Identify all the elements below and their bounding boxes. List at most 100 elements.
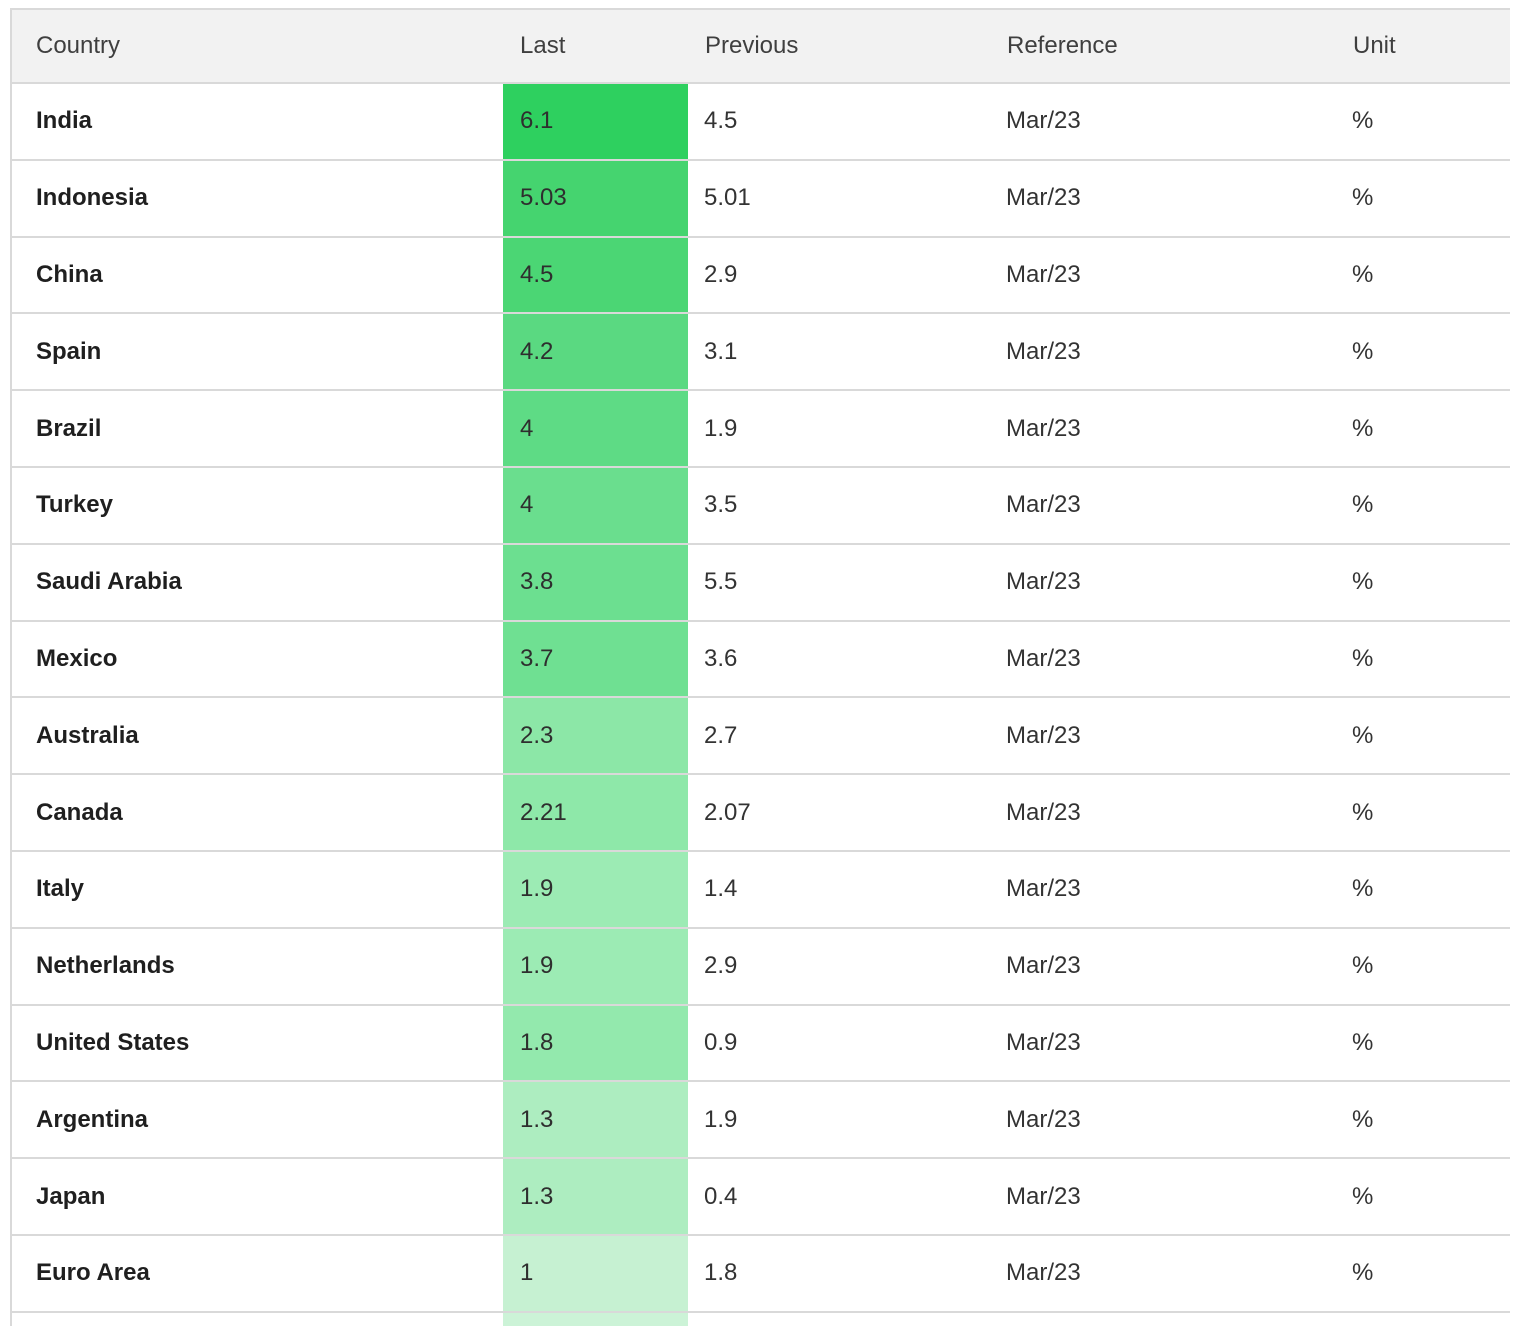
gdp-growth-table: Country Last Previous Reference Unit Ind… [10, 8, 1510, 1326]
table-row[interactable]: Australia 2.3 2.7 Mar/23 % [10, 696, 1510, 775]
previous-value-cell [688, 1310, 990, 1326]
last-value-cell: 1.3 [503, 1157, 688, 1235]
last-value-cell: 2.21 [503, 773, 688, 851]
country-link[interactable]: Spain [36, 337, 102, 365]
reference-cell: Mar/23 [990, 619, 1336, 698]
country-link[interactable]: Mexico [36, 644, 118, 672]
country-link[interactable]: China [36, 260, 103, 288]
unit-cell: % [1336, 849, 1510, 928]
previous-value-cell: 5.01 [688, 158, 990, 237]
country-cell: Canada [10, 773, 503, 851]
previous-value-cell: 0.4 [688, 1157, 990, 1235]
unit-cell: % [1336, 235, 1510, 314]
previous-value-cell: 2.9 [688, 235, 990, 314]
country-link[interactable]: Australia [36, 721, 139, 749]
previous-value-cell: 1.9 [688, 389, 990, 467]
country-link[interactable]: Argentina [36, 1105, 149, 1133]
table-row[interactable]: Italy 1.9 1.4 Mar/23 % [10, 849, 1510, 928]
table-row[interactable]: Argentina 1.3 1.9 Mar/23 % [10, 1080, 1510, 1159]
reference-cell: Mar/23 [990, 926, 1336, 1005]
table-row[interactable]: United States 1.8 0.9 Mar/23 % [10, 1003, 1510, 1082]
country-cell: Australia [10, 696, 503, 775]
last-value-cell: 4.5 [503, 235, 688, 314]
column-header-unit: Unit [1336, 8, 1510, 83]
country-link[interactable]: Turkey [36, 491, 113, 519]
reference-cell: Mar/23 [990, 312, 1336, 391]
country-cell: India [10, 82, 503, 160]
reference-cell: Mar/23 [990, 1080, 1336, 1159]
table-row[interactable]: Canada 2.21 2.07 Mar/23 % [10, 773, 1510, 851]
last-value-cell: 1 [503, 1233, 688, 1312]
country-cell: Euro Area [10, 1233, 503, 1312]
unit-cell: % [1336, 1233, 1510, 1312]
table-row[interactable]: Japan 1.3 0.4 Mar/23 % [10, 1157, 1510, 1235]
country-cell: Japan [10, 1157, 503, 1235]
last-value-cell: 1.8 [503, 1003, 688, 1082]
previous-value-cell: 0.9 [688, 1003, 990, 1082]
unit-cell: % [1336, 773, 1510, 851]
table-row[interactable]: Euro Area 1 1.8 Mar/23 % [10, 1233, 1510, 1312]
unit-cell: % [1336, 465, 1510, 544]
country-cell: China [10, 235, 503, 314]
table-row[interactable]: Saudi Arabia 3.8 5.5 Mar/23 % [10, 542, 1510, 621]
last-value-cell: 3.7 [503, 619, 688, 698]
country-link[interactable]: Saudi Arabia [36, 568, 182, 596]
country-link[interactable]: Euro Area [36, 1259, 150, 1287]
gdp-growth-table-container: Country Last Previous Reference Unit Ind… [10, 8, 1510, 1326]
previous-value-cell: 1.4 [688, 849, 990, 928]
reference-cell: Mar/23 [990, 1233, 1336, 1312]
reference-cell: Mar/23 [990, 773, 1336, 851]
last-value-cell: 1.9 [503, 926, 688, 1005]
last-value-cell: 4.2 [503, 312, 688, 391]
country-cell: Indonesia [10, 158, 503, 237]
country-cell: Brazil [10, 389, 503, 467]
reference-cell: Mar/23 [990, 849, 1336, 928]
country-cell: Mexico [10, 619, 503, 698]
reference-cell: Mar/23 [990, 389, 1336, 467]
last-value-cell: 3.8 [503, 542, 688, 621]
reference-cell: Mar/23 [990, 696, 1336, 775]
unit-cell: % [1336, 1080, 1510, 1159]
table-row[interactable] [10, 1310, 1510, 1326]
unit-cell: % [1336, 619, 1510, 698]
previous-value-cell: 4.5 [688, 82, 990, 160]
column-header-previous: Previous [688, 8, 990, 83]
country-link[interactable]: Brazil [36, 414, 102, 442]
country-link[interactable]: Netherlands [36, 952, 175, 980]
table-row[interactable]: Turkey 4 3.5 Mar/23 % [10, 465, 1510, 544]
country-link[interactable]: Japan [36, 1182, 106, 1210]
reference-cell: Mar/23 [990, 82, 1336, 160]
country-link[interactable]: Italy [36, 875, 85, 903]
unit-cell: % [1336, 389, 1510, 467]
table-row[interactable]: Netherlands 1.9 2.9 Mar/23 % [10, 926, 1510, 1005]
previous-value-cell: 1.9 [688, 1080, 990, 1159]
last-value-cell: 4 [503, 389, 688, 467]
table-header: Country Last Previous Reference Unit [10, 8, 1510, 83]
last-value-cell: 2.3 [503, 696, 688, 775]
country-cell: Saudi Arabia [10, 542, 503, 621]
country-link[interactable]: Indonesia [36, 184, 149, 212]
previous-value-cell: 2.9 [688, 926, 990, 1005]
unit-cell: % [1336, 158, 1510, 237]
previous-value-cell: 3.5 [688, 465, 990, 544]
country-link[interactable]: Canada [36, 798, 123, 826]
reference-cell [990, 1310, 1336, 1326]
table-row[interactable]: India 6.1 4.5 Mar/23 % [10, 82, 1510, 160]
table-row[interactable]: Mexico 3.7 3.6 Mar/23 % [10, 619, 1510, 698]
country-link[interactable]: India [36, 107, 93, 135]
previous-value-cell: 5.5 [688, 542, 990, 621]
last-value-cell: 1.9 [503, 849, 688, 928]
column-header-last: Last [503, 8, 688, 83]
table-row[interactable]: Indonesia 5.03 5.01 Mar/23 % [10, 158, 1510, 237]
last-value-cell: 5.03 [503, 158, 688, 237]
country-cell: United States [10, 1003, 503, 1082]
table-row[interactable]: Brazil 4 1.9 Mar/23 % [10, 389, 1510, 467]
table-row[interactable]: Spain 4.2 3.1 Mar/23 % [10, 312, 1510, 391]
table-body: India 6.1 4.5 Mar/23 % Indonesia 5.03 5.… [10, 82, 1510, 1326]
country-cell: Netherlands [10, 926, 503, 1005]
previous-value-cell: 3.1 [688, 312, 990, 391]
country-link[interactable]: United States [36, 1028, 190, 1056]
table-row[interactable]: China 4.5 2.9 Mar/23 % [10, 235, 1510, 314]
country-cell: Italy [10, 849, 503, 928]
previous-value-cell: 1.8 [688, 1233, 990, 1312]
